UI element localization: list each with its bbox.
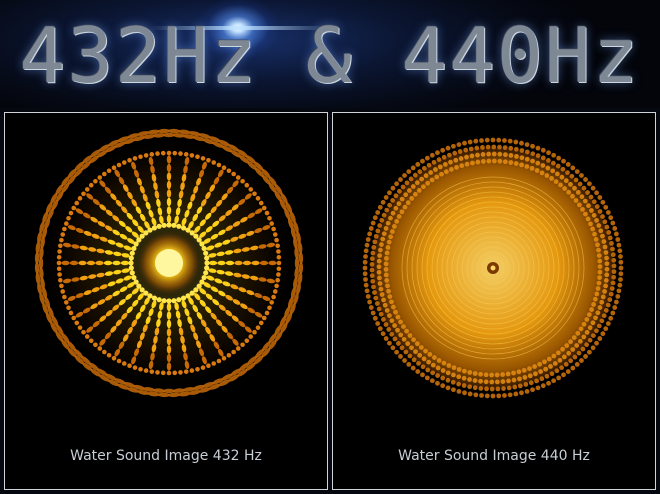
light-flare-streak bbox=[150, 26, 330, 30]
water-sound-image-432hz bbox=[34, 128, 304, 398]
panel-432hz: Water Sound Image 432 Hz bbox=[4, 112, 328, 490]
title-banner: 432Hz & 440Hz bbox=[0, 0, 660, 108]
page-title: 432Hz & 440Hz bbox=[19, 11, 641, 100]
panel-440hz: Water Sound Image 440 Hz bbox=[332, 112, 656, 490]
water-sound-image-440hz bbox=[362, 137, 624, 399]
caption-440hz: Water Sound Image 440 Hz bbox=[398, 448, 590, 464]
caption-432hz: Water Sound Image 432 Hz bbox=[70, 448, 262, 464]
